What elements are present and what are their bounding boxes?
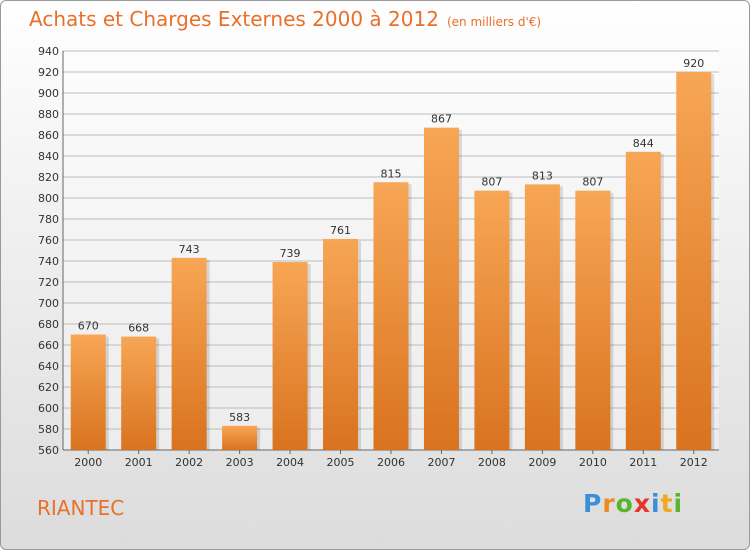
y-tick-label: 600	[38, 402, 59, 415]
x-tick-label: 2005	[327, 456, 355, 469]
bar	[474, 190, 510, 450]
data-label: 583	[229, 411, 250, 424]
y-tick-label: 560	[38, 444, 59, 457]
logo-letter: P	[583, 489, 603, 518]
data-label: 743	[179, 243, 200, 256]
data-label: 807	[481, 176, 502, 189]
y-tick-label: 720	[38, 276, 59, 289]
bar	[575, 190, 611, 450]
y-tick-label: 660	[38, 339, 59, 352]
x-tick-label: 2010	[579, 456, 607, 469]
data-label: 761	[330, 224, 351, 237]
chart-title: Achats et Charges Externes 2000 à 2012	[29, 7, 439, 31]
y-tick-label: 920	[38, 66, 59, 79]
bar	[423, 127, 459, 451]
y-tick-label: 780	[38, 213, 59, 226]
bar	[524, 184, 560, 450]
logo-letter: i	[673, 489, 684, 518]
bar	[70, 334, 106, 450]
data-label: 844	[633, 137, 654, 150]
x-tick-label: 2006	[377, 456, 405, 469]
data-label: 813	[532, 169, 553, 182]
bar	[171, 257, 207, 450]
chart-subtitle: (en milliers d'€)	[446, 15, 542, 29]
bar	[625, 151, 661, 451]
data-label: 670	[78, 320, 99, 333]
bar	[323, 238, 359, 450]
logo-letter: r	[602, 489, 616, 518]
y-tick-label: 880	[38, 108, 59, 121]
y-tick-label: 800	[38, 192, 59, 205]
data-label: 815	[381, 167, 402, 180]
y-tick-label: 680	[38, 318, 59, 331]
x-tick-label: 2000	[74, 456, 102, 469]
proxiti-logo: Proxiti	[583, 489, 683, 518]
data-label: 807	[582, 176, 603, 189]
data-label: 668	[128, 322, 149, 335]
x-tick-label: 2008	[478, 456, 506, 469]
bar	[121, 336, 157, 450]
data-label: 867	[431, 113, 452, 126]
place-name: RIANTEC	[37, 496, 125, 520]
x-tick-label: 2012	[680, 456, 708, 469]
x-tick-label: 2002	[175, 456, 203, 469]
x-tick-label: 2001	[125, 456, 153, 469]
bar	[373, 182, 409, 450]
y-tick-label: 860	[38, 129, 59, 142]
logo-letter: t	[660, 489, 674, 518]
x-tick-label: 2009	[528, 456, 556, 469]
x-tick-label: 2011	[629, 456, 657, 469]
x-tick-label: 2003	[226, 456, 254, 469]
y-tick-label: 900	[38, 87, 59, 100]
y-tick-label: 840	[38, 150, 59, 163]
bar	[222, 425, 258, 450]
chart-title-block: Achats et Charges Externes 2000 à 2012 (e…	[29, 7, 541, 31]
y-tick-label: 820	[38, 171, 59, 184]
data-label: 920	[683, 57, 704, 70]
y-tick-label: 700	[38, 297, 59, 310]
logo-letter: o	[615, 489, 634, 518]
bar	[272, 262, 308, 450]
logo-letter: x	[633, 489, 651, 518]
y-tick-label: 940	[38, 45, 59, 58]
x-tick-label: 2004	[276, 456, 304, 469]
x-tick-label: 2007	[427, 456, 455, 469]
y-tick-label: 620	[38, 381, 59, 394]
bar	[676, 72, 712, 450]
y-tick-label: 640	[38, 360, 59, 373]
y-tick-label: 740	[38, 255, 59, 268]
logo-letter: i	[651, 489, 661, 518]
y-tick-label: 760	[38, 234, 59, 247]
y-tick-label: 580	[38, 423, 59, 436]
data-label: 739	[280, 247, 301, 260]
